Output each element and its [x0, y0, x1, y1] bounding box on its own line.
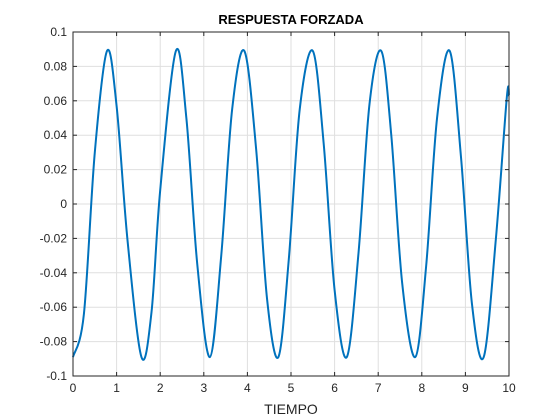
y-tick-label: -0.08	[40, 335, 68, 349]
y-tick-label: -0.04	[40, 266, 68, 280]
ticks: 0 1 2 3 4 5 6 7 8 9 10 0.1 0.08 0.06 0.04 0.02 0 -0.02 -0.…	[40, 25, 516, 395]
x-tick-label: 1	[113, 381, 120, 395]
x-axis-label: TIEMPO	[264, 401, 318, 417]
y-tick-label: 0.06	[44, 94, 68, 108]
y-tick-label: 0.1	[50, 25, 67, 39]
x-tick-label: 5	[288, 381, 295, 395]
x-tick-label: 3	[200, 381, 207, 395]
y-tick-label: 0.02	[44, 163, 68, 177]
x-tick-label: 2	[157, 381, 164, 395]
y-tick-label: -0.06	[40, 300, 68, 314]
axes-frame	[72, 31, 510, 377]
x-tick-label: 7	[375, 381, 382, 395]
x-tick-label: 10	[502, 381, 516, 395]
y-tick-label: 0	[60, 197, 67, 211]
line-layer	[72, 47, 510, 361]
y-tick-label: -0.02	[40, 231, 68, 245]
y-tick-label: -0.1	[46, 369, 67, 383]
x-tick-label: 8	[418, 381, 425, 395]
y-tick-label: 0.08	[44, 59, 68, 73]
x-tick-label: 9	[462, 381, 469, 395]
x-tick-label: 6	[331, 381, 338, 395]
x-tick-label: 4	[244, 381, 251, 395]
chart-title: RESPUESTA FORZADA	[218, 12, 364, 27]
series-line	[72, 47, 510, 361]
y-tick-label: 0.04	[44, 128, 68, 142]
x-tick-label: 0	[70, 381, 77, 395]
